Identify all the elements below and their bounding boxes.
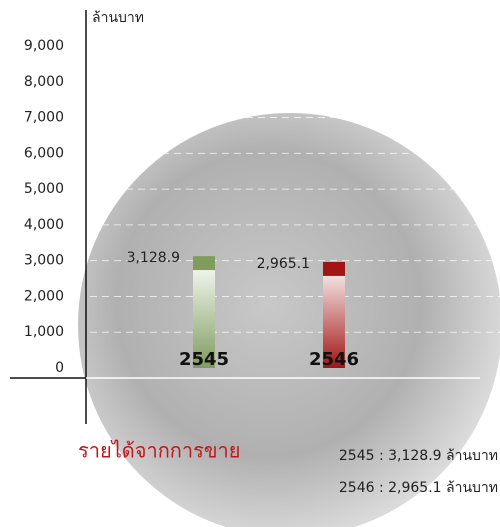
y-tick-label: 1,000 [24,324,64,340]
y-tick-label: 0 [55,360,64,376]
summary-line: 2545 : 3,128.9 ล้านบาท [339,448,498,464]
y-tick-label: 7,000 [24,110,64,126]
background-photo [78,113,500,527]
y-tick-label: 5,000 [24,181,64,197]
summary-title: รายได้จากการขาย [78,439,241,463]
y-tick-label: 2,000 [24,288,64,304]
bar-cap [193,256,215,271]
y-tick-label: 9,000 [24,38,64,54]
x-tick-label: 2546 [309,349,359,370]
y-tick-label: 8,000 [24,74,64,90]
y-tick-label: 6,000 [24,145,64,161]
value-label: 2,965.1 [257,256,310,272]
bar-cap [323,261,345,276]
bar [323,261,345,368]
y-tick-label: 3,000 [24,253,64,269]
y-tick-label: 4,000 [24,217,64,233]
bar [193,256,215,368]
value-label: 3,128.9 [127,250,180,266]
x-tick-label: 2545 [179,349,229,370]
y-axis-title: ล้านบาท [92,10,144,26]
summary-line: 2546 : 2,965.1 ล้านบาท [339,480,498,496]
